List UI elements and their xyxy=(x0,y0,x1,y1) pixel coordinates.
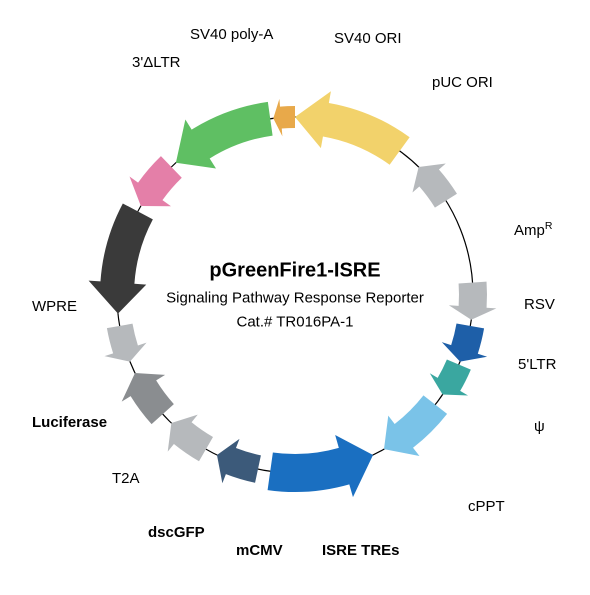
segment-psi xyxy=(122,373,174,424)
label-5LTR: 5'LTR xyxy=(518,356,556,373)
segment-SV40ORI xyxy=(430,359,471,395)
label-SV40ORI: SV40 ORI xyxy=(334,30,402,47)
label-3dLTR: 3'ΔLTR xyxy=(132,54,180,71)
segment-Luciferase xyxy=(295,91,410,165)
label-mCMV: mCMV xyxy=(236,542,283,559)
segment-pUCORI xyxy=(384,395,447,456)
plasmid-subtitle-1: Signaling Pathway Response Reporter xyxy=(166,288,424,308)
plasmid-title: pGreenFire1-ISRE xyxy=(166,257,424,284)
label-WPRE: WPRE xyxy=(32,298,77,315)
label-cPPT: cPPT xyxy=(468,498,505,515)
segment-AmpR xyxy=(268,435,373,497)
label-RSV: RSV xyxy=(524,296,555,313)
label-SV40polyA: SV40 poly-A xyxy=(190,26,273,43)
segment-RSV xyxy=(217,439,261,483)
segment-WPRE xyxy=(412,163,456,207)
label-psi: ψ xyxy=(534,418,545,435)
segment-SV40polyA xyxy=(442,323,487,361)
segment-5LTR xyxy=(168,415,213,462)
segment-T2A xyxy=(273,99,295,136)
label-ISRE: ISRE TREs xyxy=(322,542,400,559)
segment-cPPT xyxy=(104,324,146,362)
label-Luciferase: Luciferase xyxy=(32,414,107,431)
segment-mCMV xyxy=(130,156,182,206)
plasmid-diagram: pGreenFire1-ISRE Signaling Pathway Respo… xyxy=(0,0,590,590)
segment-dscGFP xyxy=(176,102,273,169)
plasmid-subtitle-2: Cat.# TR016PA-1 xyxy=(166,313,424,333)
label-AmpR: AmpR xyxy=(514,220,552,239)
center-text-block: pGreenFire1-ISRE Signaling Pathway Respo… xyxy=(166,257,424,333)
label-dscGFP: dscGFP xyxy=(148,524,205,541)
label-pUCORI: pUC ORI xyxy=(432,74,493,91)
segment-3dLTR xyxy=(449,282,496,320)
label-T2A: T2A xyxy=(112,470,140,487)
segment-ISRE xyxy=(89,203,153,313)
